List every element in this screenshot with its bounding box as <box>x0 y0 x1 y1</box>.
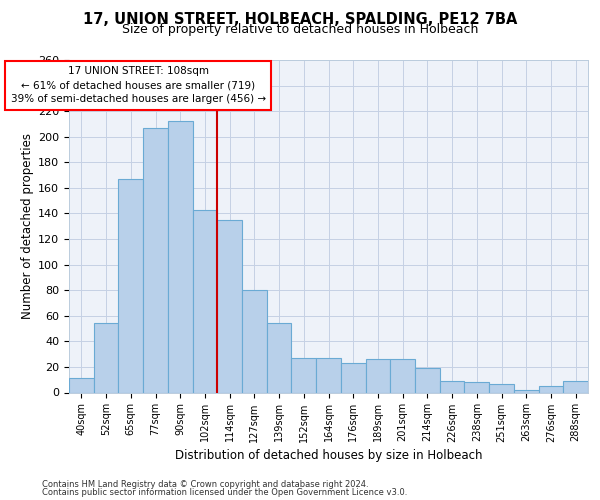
Bar <box>390 359 415 392</box>
Bar <box>118 179 143 392</box>
Bar <box>489 384 514 392</box>
Bar <box>193 210 217 392</box>
Y-axis label: Number of detached properties: Number of detached properties <box>21 133 34 320</box>
Bar <box>415 368 440 392</box>
Bar <box>464 382 489 392</box>
Text: Size of property relative to detached houses in Holbeach: Size of property relative to detached ho… <box>122 24 478 36</box>
Bar <box>539 386 563 392</box>
Text: Contains HM Land Registry data © Crown copyright and database right 2024.: Contains HM Land Registry data © Crown c… <box>42 480 368 489</box>
Bar <box>168 122 193 392</box>
Text: 17, UNION STREET, HOLBEACH, SPALDING, PE12 7BA: 17, UNION STREET, HOLBEACH, SPALDING, PE… <box>83 12 517 28</box>
Bar <box>69 378 94 392</box>
Bar <box>440 381 464 392</box>
Bar <box>94 324 118 392</box>
Text: Contains public sector information licensed under the Open Government Licence v3: Contains public sector information licen… <box>42 488 407 497</box>
Bar <box>217 220 242 392</box>
Bar <box>316 358 341 392</box>
Bar <box>267 324 292 392</box>
Bar <box>143 128 168 392</box>
Bar <box>514 390 539 392</box>
Bar <box>563 381 588 392</box>
Bar <box>292 358 316 392</box>
Bar <box>242 290 267 392</box>
Bar <box>365 359 390 392</box>
X-axis label: Distribution of detached houses by size in Holbeach: Distribution of detached houses by size … <box>175 448 482 462</box>
Text: 17 UNION STREET: 108sqm
← 61% of detached houses are smaller (719)
39% of semi-d: 17 UNION STREET: 108sqm ← 61% of detache… <box>11 66 266 104</box>
Bar <box>341 363 365 392</box>
